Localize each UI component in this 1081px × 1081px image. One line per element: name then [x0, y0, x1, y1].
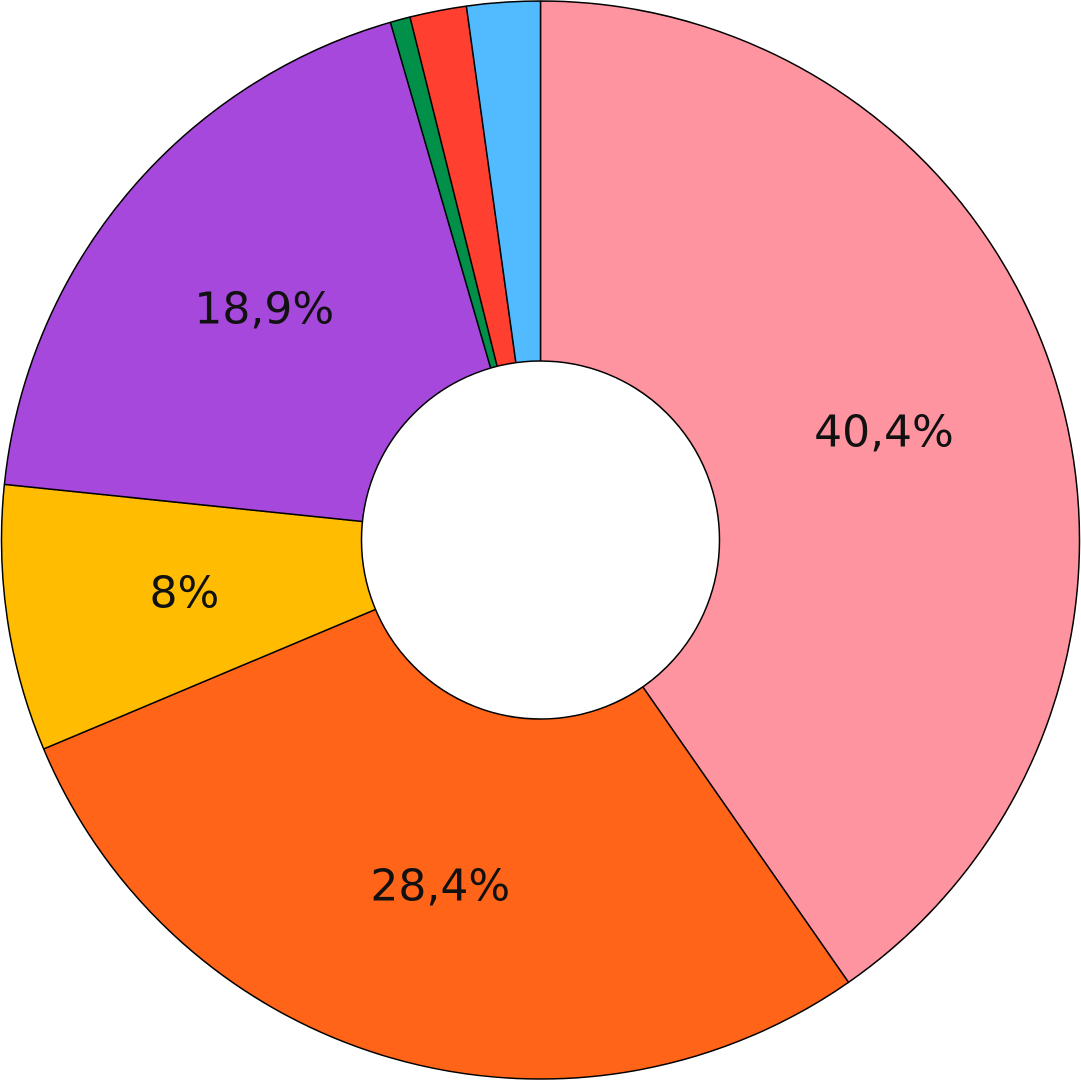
data-label-1: 40,4%	[814, 407, 954, 458]
data-label-4: 18,9%	[194, 284, 334, 335]
data-label-3: 8%	[149, 567, 219, 618]
donut-hole	[360, 360, 721, 720]
slice-1	[539, 0, 1081, 984]
slice-4	[3, 21, 542, 541]
data-label-2: 28,4%	[370, 860, 510, 911]
slice-2	[42, 539, 850, 1080]
data-labels: 40,4% 28,4% 8% 18,9%	[149, 284, 953, 912]
